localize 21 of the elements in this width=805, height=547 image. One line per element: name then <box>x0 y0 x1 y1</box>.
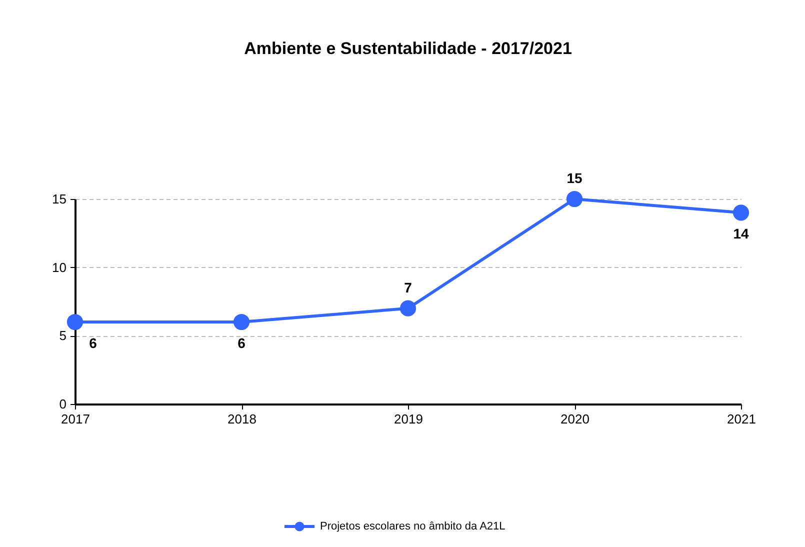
y-tick-label: 0 <box>59 396 66 412</box>
y-tick-label: 5 <box>59 328 66 344</box>
data-label: 6 <box>89 335 98 351</box>
point <box>732 204 750 221</box>
y-tick-label: 15 <box>52 192 66 206</box>
legend-label: Projetos escolares no âmbito da A21L <box>320 520 506 532</box>
data-label: 15 <box>566 170 582 186</box>
point <box>400 300 416 316</box>
data-label: 6 <box>238 335 246 351</box>
chart-title: Ambiente e Sustentabilidade - 2017/2021 <box>244 39 572 58</box>
data-label: 7 <box>404 279 412 296</box>
point <box>233 314 250 330</box>
y-tick-label: 10 <box>52 260 66 275</box>
x-tick-label: 2019 <box>394 412 423 426</box>
point <box>66 314 84 330</box>
x-tick-label: 2018 <box>228 412 256 426</box>
x-tick-label: 2017 <box>61 412 90 426</box>
x-tick-label: 2021 <box>727 412 756 426</box>
data-label: 14 <box>733 226 749 242</box>
x-tick-label: 2020 <box>560 412 590 426</box>
point <box>566 190 583 208</box>
